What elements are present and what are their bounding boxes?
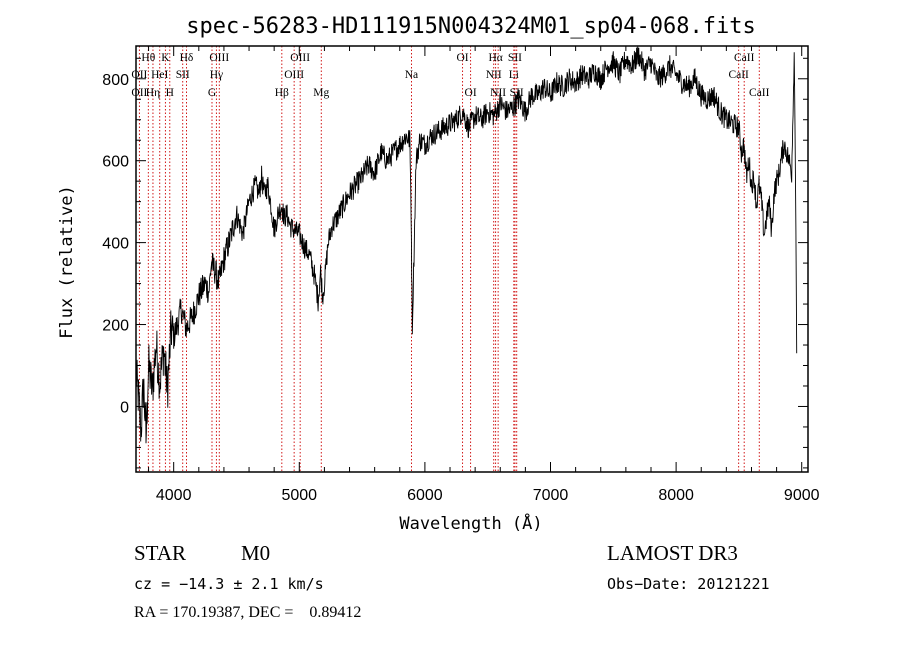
x-axis-label: Wavelength (Å) bbox=[399, 512, 542, 534]
spectral-class: STAR bbox=[134, 541, 186, 565]
spectral-line-label: HeI bbox=[151, 69, 168, 81]
survey-name: LAMOST DR3 bbox=[607, 541, 738, 565]
flux-line bbox=[135, 46, 798, 444]
spectral-line-label: OI bbox=[465, 87, 477, 99]
spectral-line-label: Hβ bbox=[275, 87, 289, 99]
spectral-line-label: Na bbox=[405, 69, 418, 81]
spectral-line-label: OI bbox=[457, 52, 469, 64]
spectral-subclass: M0 bbox=[241, 541, 271, 565]
flux-series bbox=[135, 46, 798, 444]
x-tick-label: 9000 bbox=[784, 487, 820, 504]
spectral-line-label: H bbox=[166, 87, 174, 99]
spectral-line-label: NII bbox=[486, 69, 502, 81]
spectral-line-label: CaII bbox=[728, 69, 749, 81]
x-tick-label: 8000 bbox=[658, 487, 694, 504]
spectral-line-label: Mg bbox=[313, 87, 329, 99]
spectral-line-label: Hα bbox=[488, 52, 502, 64]
x-tick-label: 5000 bbox=[281, 487, 317, 504]
y-tick-label: 0 bbox=[120, 399, 129, 416]
spectral-line-label: SII bbox=[508, 52, 522, 64]
obs-date: Obs−Date: 20121221 bbox=[607, 575, 770, 593]
spectral-line-label: OIII bbox=[284, 69, 304, 81]
spectral-line-label: Hδ bbox=[180, 52, 194, 64]
spectral-line-label: CaII bbox=[734, 52, 755, 64]
x-axis-ticks: 4000 5000 6000 7000 8000 9000 bbox=[148, 46, 820, 504]
y-axis-label: Flux (relative) bbox=[57, 185, 77, 339]
y-axis-ticks: 0 200 400 600 800 bbox=[102, 57, 808, 469]
spectral-line-label: Hγ bbox=[210, 69, 223, 81]
ra-dec: RA = 170.19387, DEC = 0.89412 bbox=[134, 604, 362, 621]
redshift-cz: cz = −14.3 ± 2.1 km/s bbox=[134, 575, 324, 593]
spectral-line-label: K bbox=[161, 52, 170, 64]
x-tick-label: 6000 bbox=[407, 487, 443, 504]
spectral-line-label: Hη bbox=[146, 87, 160, 99]
spectral-line-markers bbox=[138, 46, 760, 472]
y-tick-label: 200 bbox=[102, 318, 129, 335]
x-tick-label: 4000 bbox=[156, 487, 192, 504]
plot-frame bbox=[135, 45, 809, 473]
spectral-line-label: OIII bbox=[290, 52, 310, 64]
spectral-line-label: CaII bbox=[749, 87, 770, 99]
y-tick-label: 400 bbox=[102, 236, 129, 253]
spectral-line-label: Li bbox=[509, 69, 519, 81]
y-tick-label: 600 bbox=[102, 154, 129, 171]
spectral-line-label: SII bbox=[176, 69, 190, 81]
spectral-line-label: NII bbox=[490, 87, 506, 99]
y-tick-label: 800 bbox=[102, 72, 129, 89]
chart-title: spec-56283-HD111915N004324M01_sp04-068.f… bbox=[186, 14, 756, 39]
spectral-line-label: SII bbox=[510, 87, 524, 99]
x-tick-label: 7000 bbox=[533, 487, 569, 504]
spectral-line-label: Hθ bbox=[141, 52, 155, 64]
spectral-line-label: G bbox=[208, 87, 216, 99]
spectral-line-label: OIII bbox=[209, 52, 229, 64]
